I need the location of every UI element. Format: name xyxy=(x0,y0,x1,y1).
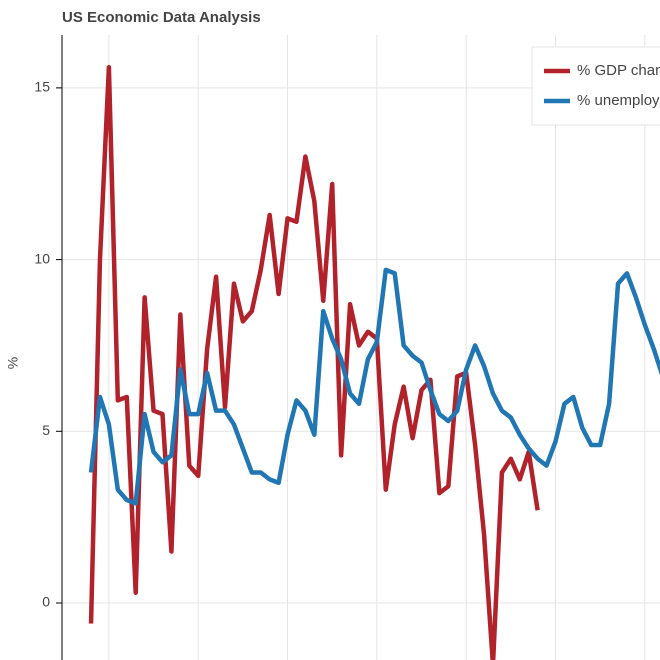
y-tick-label: 10 xyxy=(34,250,50,266)
legend-box xyxy=(531,46,660,126)
y-tick-label: 15 xyxy=(34,79,50,95)
legend-label: % GDP change xyxy=(577,62,660,79)
chart-title: US Economic Data Analysis xyxy=(62,9,261,26)
legend-label: % unemployment xyxy=(577,92,660,109)
y-tick-label: 5 xyxy=(42,422,50,438)
y-tick-label: 0 xyxy=(42,594,50,610)
data-line xyxy=(88,267,660,506)
y-axis-label: % xyxy=(5,357,21,369)
